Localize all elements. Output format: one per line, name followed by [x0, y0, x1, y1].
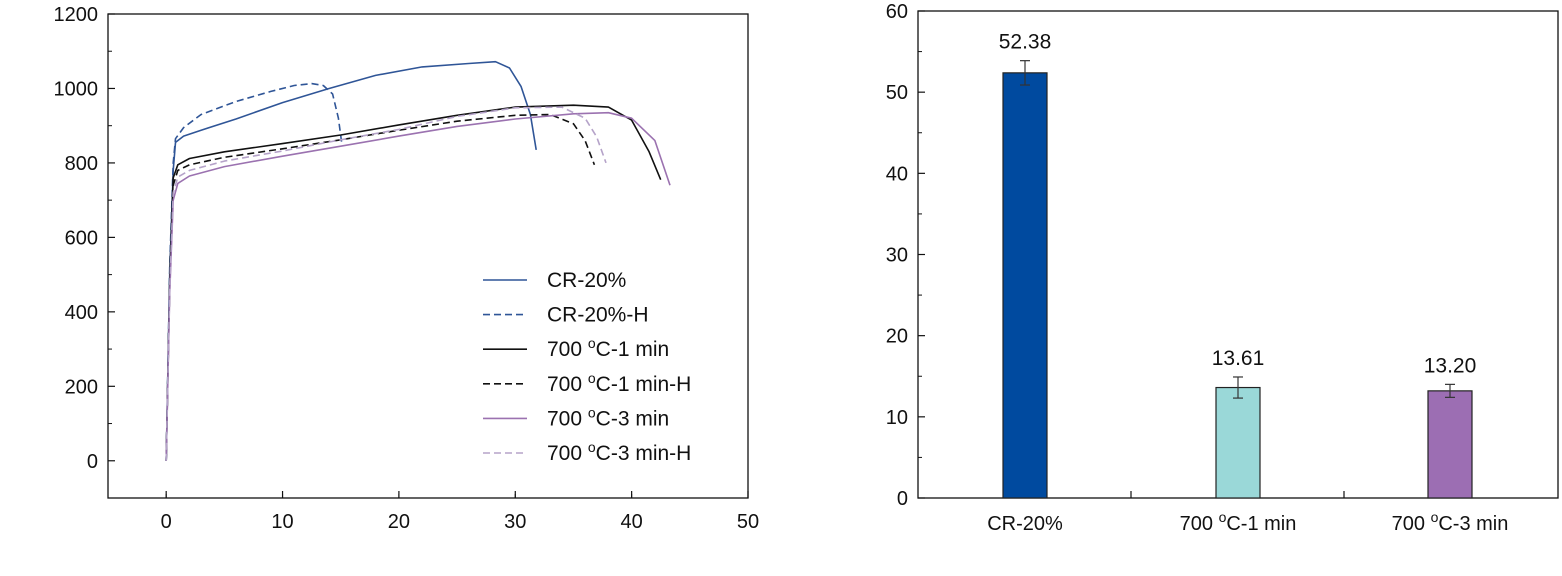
series-line-2 [165, 82, 343, 461]
legend-entry-4: 700 oC-1 min-H [547, 370, 691, 396]
x-category-label-3: 700 oC-3 min [1392, 509, 1509, 535]
series-line-4 [165, 113, 596, 461]
y-tick-label: 50 [886, 82, 908, 104]
y-tick-label: 0 [897, 488, 908, 510]
y-tick-label: 200 [65, 376, 98, 398]
x-tick-label: 0 [161, 511, 172, 533]
y-tick-label: 800 [65, 153, 98, 175]
x-tick-label: 20 [388, 511, 410, 533]
x-tick-label: 50 [737, 511, 759, 533]
plot-frame-a [107, 13, 749, 499]
bar-2 [1215, 386, 1261, 499]
legend-entry-5: 700 oC-3 min [547, 404, 669, 430]
bar-value-label-1: 52.38 [999, 31, 1052, 54]
x-tick-label: 10 [271, 511, 293, 533]
panel-b-he-sensitivity-chart: 0 10 20 30 40 50 60 52.38 CR-20% 13.61 700 oC-1 mi… [886, 1, 1559, 535]
x-category-label-2: 700 oC-1 min [1180, 509, 1297, 535]
x-tick-label: 40 [621, 511, 643, 533]
y-tick-label: 0 [87, 451, 98, 473]
y-tick-label: 20 [886, 326, 908, 348]
x-category-label-1: CR-20% [987, 513, 1063, 535]
series-line-6 [165, 106, 607, 461]
panel-a-stress-strain-chart: 0 10 20 30 40 50 0 200 400 600 800 1000 1200 CR-20% CR… [54, 4, 760, 533]
bar-3 [1427, 390, 1473, 499]
y-tick-label: 400 [65, 302, 98, 324]
y-tick-label: 1000 [54, 78, 99, 100]
y-tick-label: 60 [886, 1, 908, 23]
legend-entry-2: CR-20%-H [547, 304, 649, 327]
legend-entry-3: 700 oC-1 min [547, 335, 669, 361]
series-line-1 [165, 60, 537, 461]
y-tick-label: 600 [65, 227, 98, 249]
y-tick-label: 40 [886, 163, 908, 185]
series-line-3 [165, 104, 662, 461]
y-tick-label: 10 [886, 407, 908, 429]
legend-entry-6: 700 oC-3 min-H [547, 439, 691, 465]
bar-value-label-2: 13.61 [1212, 347, 1265, 370]
y-tick-label: 1200 [54, 4, 99, 26]
y-tick-label: 30 [886, 245, 908, 267]
x-tick-label: 30 [504, 511, 526, 533]
legend-entry-1: CR-20% [547, 269, 626, 292]
bar-1 [1002, 72, 1048, 499]
series-line-5 [165, 111, 671, 461]
bar-value-label-3: 13.20 [1424, 354, 1477, 377]
